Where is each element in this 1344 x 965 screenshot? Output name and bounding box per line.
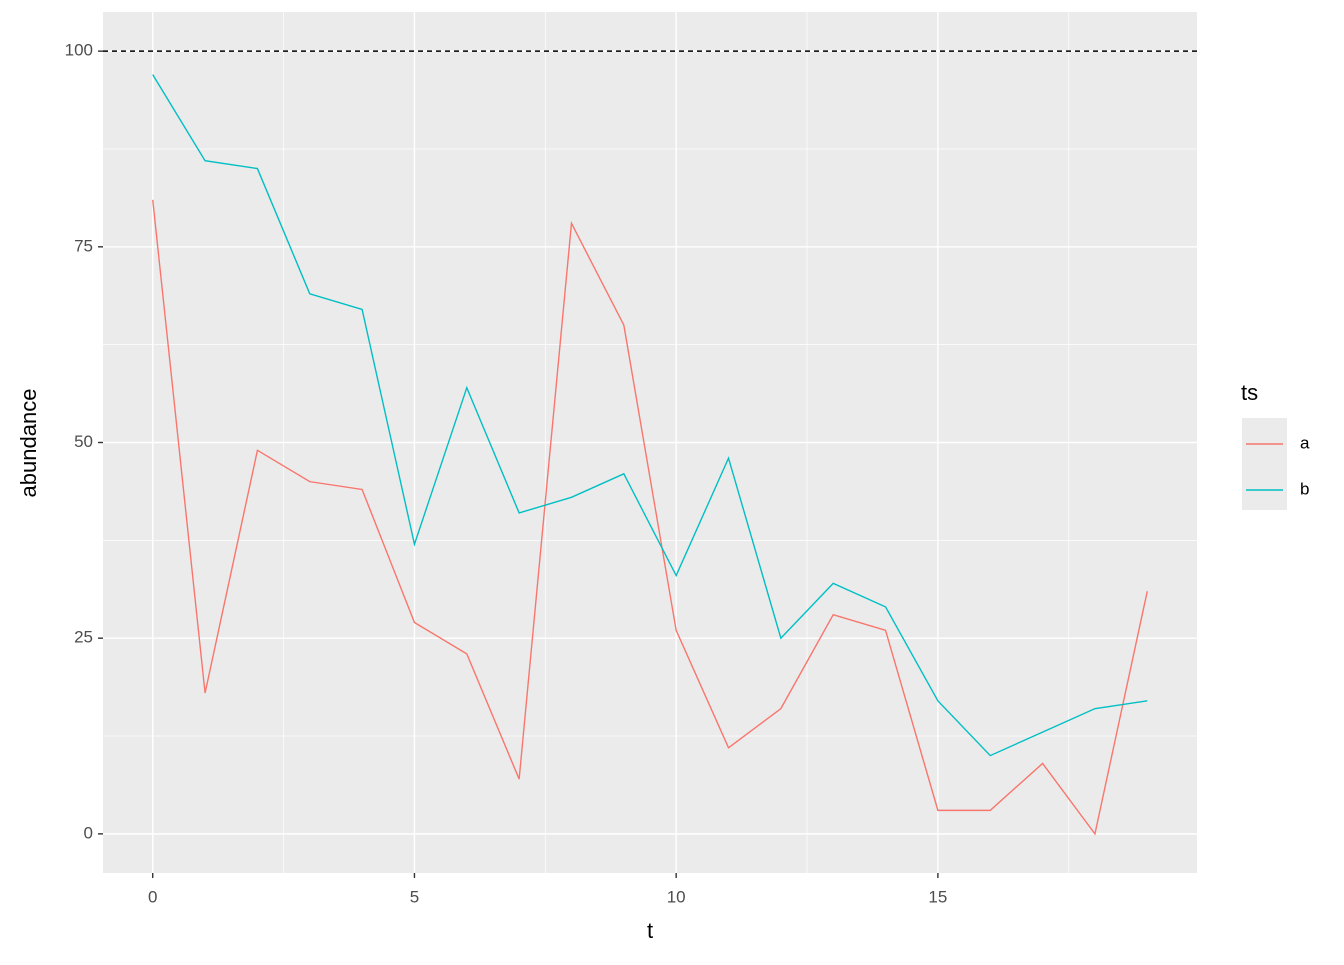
y-tick-label: 0	[84, 823, 93, 842]
x-tick-label: 15	[928, 887, 947, 906]
marks	[103, 50, 1197, 836]
x-tick-label: 0	[148, 887, 157, 906]
x-tick-label: 5	[410, 887, 419, 906]
line	[152, 199, 1148, 836]
legend-key-bg	[1242, 418, 1287, 510]
line	[152, 74, 1148, 757]
x-axis-title: t	[647, 918, 653, 943]
grid	[103, 12, 1197, 873]
y-tick-label: 50	[74, 432, 93, 451]
y-tick-label: 25	[74, 628, 93, 647]
y-tick-label: 75	[74, 236, 93, 255]
legend-label: a	[1300, 433, 1310, 452]
legend-label: b	[1300, 479, 1309, 498]
y-tick-label: 100	[65, 41, 93, 60]
y-axis-title: abundance	[16, 389, 41, 498]
x-tick-label: 10	[667, 887, 686, 906]
legend-title: ts	[1241, 380, 1258, 405]
